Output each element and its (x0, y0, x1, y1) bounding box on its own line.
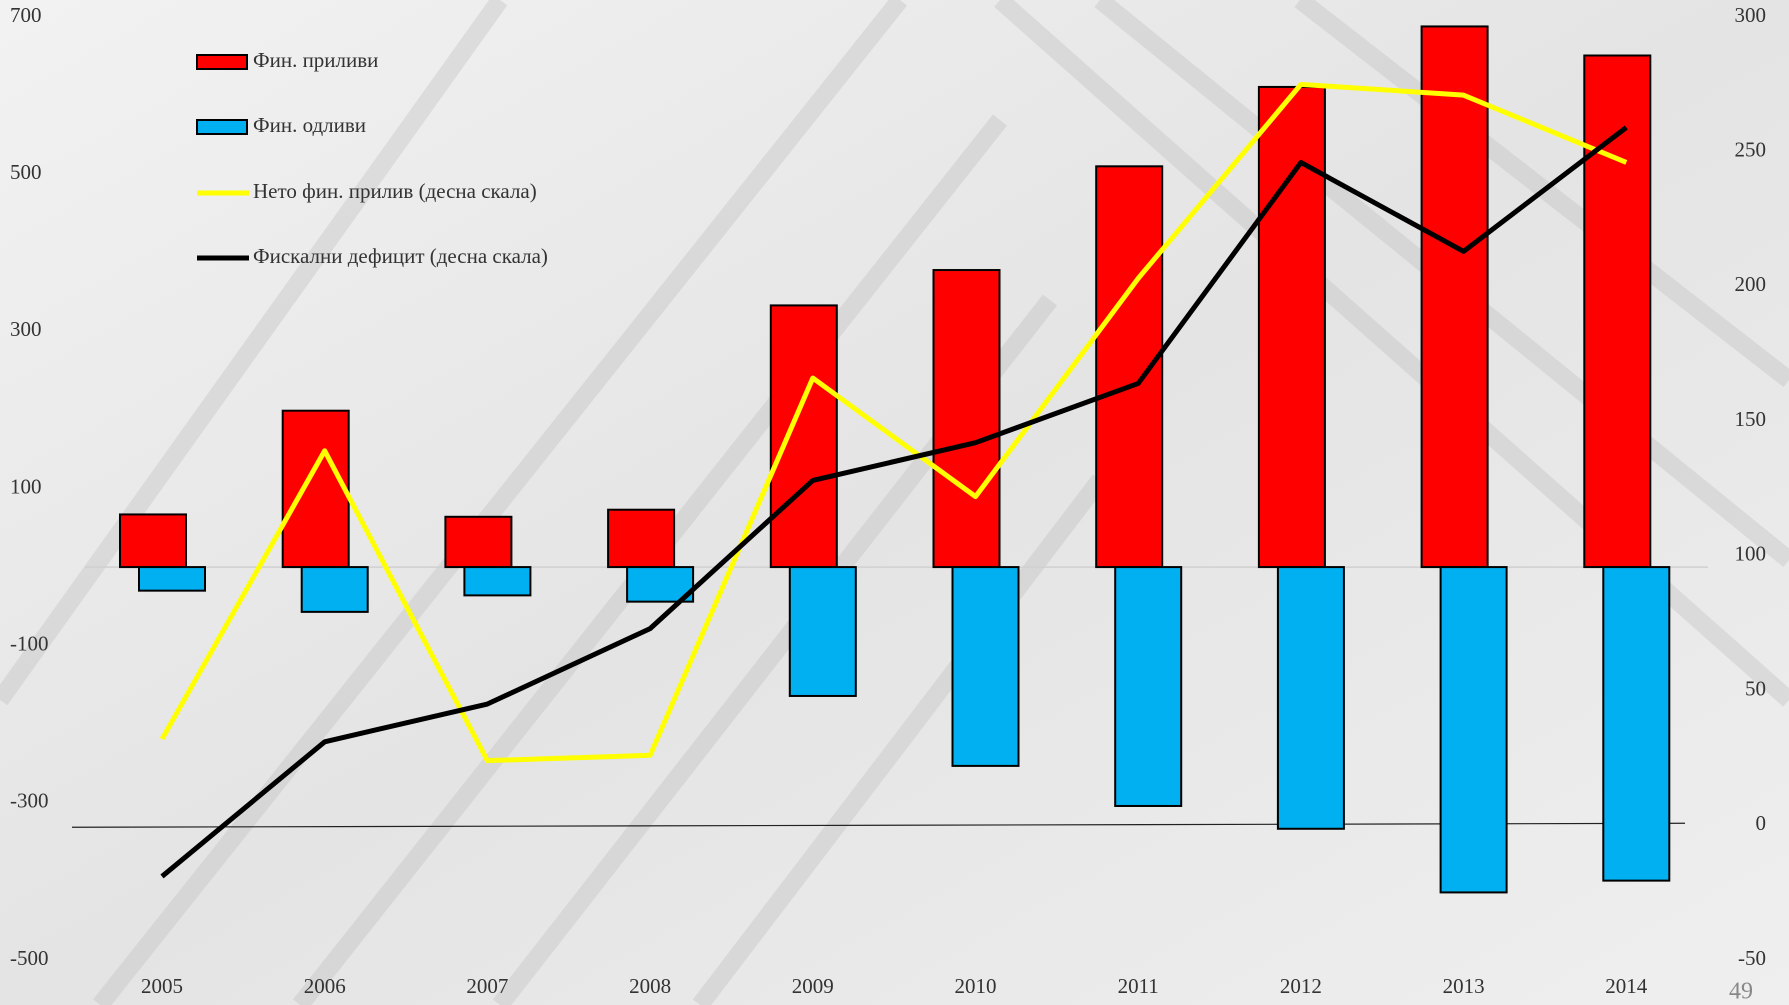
bar (1420, 25, 1489, 569)
legend-swatch (196, 54, 248, 70)
bar (281, 409, 350, 569)
y-tick-label: -100 (10, 631, 49, 655)
bar (607, 508, 676, 569)
y2-zero-line (71, 822, 1686, 828)
legend-label: Нето фин. прилив (десна скала) (253, 179, 537, 203)
bar (1439, 566, 1508, 894)
y-tick-label: 700 (10, 3, 42, 27)
y2-tick-label: 50 (1745, 676, 1766, 700)
bar (463, 566, 532, 597)
x-tick-label: 2013 (1443, 974, 1485, 998)
y2-tick-label: 200 (1735, 272, 1767, 296)
line (159, 81, 1628, 764)
bar (138, 566, 206, 592)
y2-tick-label: 250 (1735, 138, 1767, 162)
page-number: 49 (1729, 979, 1753, 1005)
bar (1602, 566, 1671, 882)
y-tick-label: -500 (10, 946, 49, 970)
y2-tick-label: 300 (1735, 3, 1767, 27)
bar (1257, 85, 1326, 569)
y-tick-label: -300 (10, 789, 49, 813)
y2-tick-label: 0 (1756, 811, 1767, 835)
y-tick-label: 500 (10, 160, 42, 184)
x-tick-label: 2005 (141, 974, 183, 998)
x-tick-label: 2008 (629, 974, 671, 998)
bar (951, 566, 1020, 767)
legend-swatch (196, 119, 248, 135)
x-tick-label: 2011 (1118, 974, 1159, 998)
x-tick-label: 2007 (466, 974, 508, 998)
y2-tick-label: -50 (1738, 946, 1766, 970)
x-tick-label: 2009 (792, 974, 834, 998)
bar (119, 513, 187, 569)
x-tick-label: 2010 (955, 974, 997, 998)
x-tick-label: 2006 (304, 974, 346, 998)
line (160, 125, 1628, 879)
bar (444, 515, 513, 569)
y-tick-label: 300 (10, 317, 42, 341)
bar (788, 566, 857, 697)
y-tick-label: 100 (10, 474, 42, 498)
x-tick-label: 2012 (1280, 974, 1322, 998)
y2-tick-label: 100 (1735, 542, 1767, 566)
legend-label: Фискални дефицит (десна скала) (253, 244, 548, 268)
legend-label: Фин. приливи (253, 48, 378, 72)
bar (1114, 566, 1183, 807)
bar (626, 566, 695, 603)
bar (300, 566, 369, 613)
y2-tick-label: 150 (1735, 407, 1767, 431)
legend-label: Фин. одливи (253, 113, 366, 137)
bar (932, 269, 1001, 569)
x-tick-label: 2014 (1605, 974, 1648, 998)
bar (769, 304, 838, 569)
bar (1276, 566, 1345, 830)
